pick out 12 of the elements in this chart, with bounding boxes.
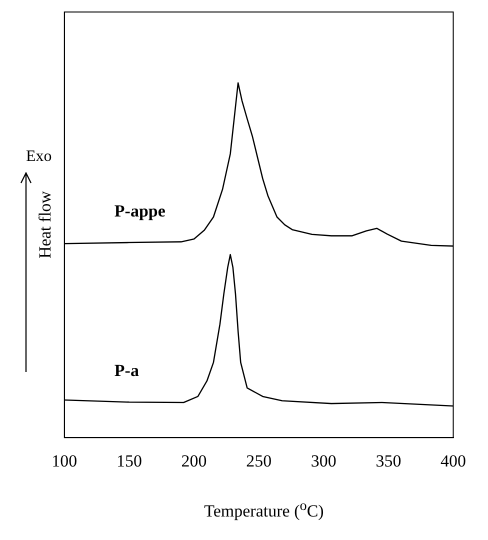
y-axis-title: Heat flow <box>36 190 55 259</box>
x-tick-label: 250 <box>246 451 272 470</box>
x-tick-label: 150 <box>116 451 142 470</box>
text: Exo <box>26 148 52 166</box>
x-tick-label: 100 <box>52 451 78 470</box>
x-tick-label: 400 <box>440 451 466 470</box>
x-axis-title: Temperature ($^{o}$C) <box>203 498 325 522</box>
series-label: P-a <box>114 361 140 380</box>
x-tick-label: 200 <box>181 451 207 470</box>
x-tick-label: 350 <box>376 451 402 470</box>
x-tick-label: 300 <box>310 451 336 470</box>
series-label: P-appe <box>114 201 166 220</box>
